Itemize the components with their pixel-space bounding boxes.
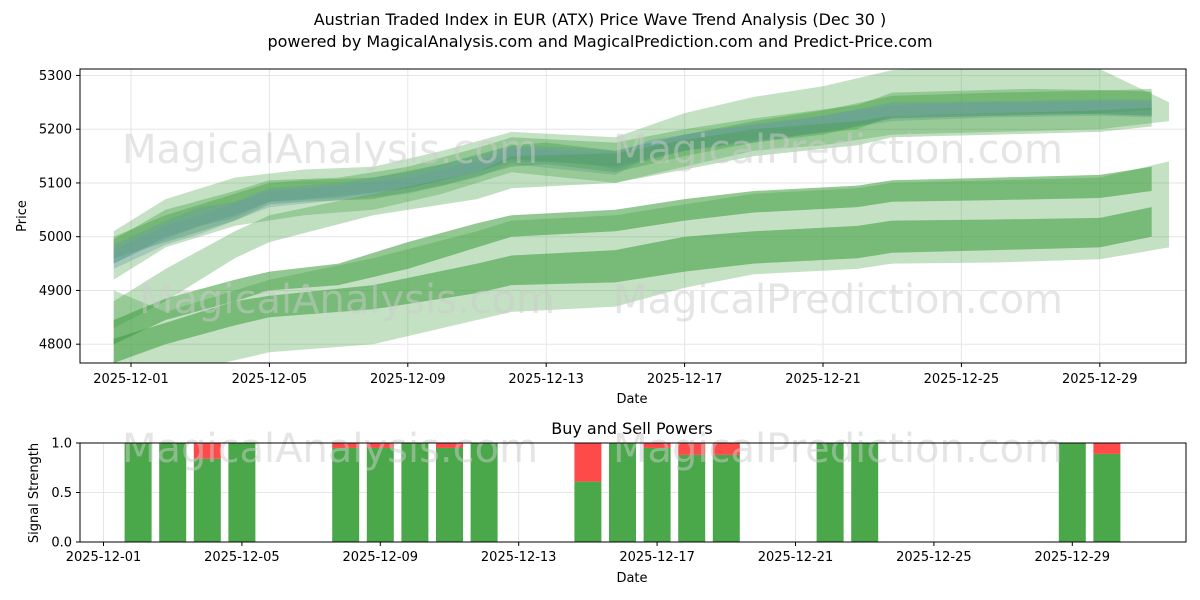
signal-y-tick-label: 1.0: [51, 437, 72, 452]
sell-bar: [193, 443, 221, 459]
buy-bar: [228, 443, 256, 542]
buy-bar: [851, 443, 879, 542]
buy-bar: [1093, 453, 1121, 542]
main-plot-frame: [79, 68, 1187, 364]
signal-x-tick-label: 2025-12-09: [343, 550, 419, 565]
buy-bar: [436, 447, 463, 542]
signal-axes: 2025-12-01 2025-12-05 2025-12-09 2025-12-13…: [51, 437, 1110, 566]
buy-bar: [609, 443, 636, 542]
buy-bar: [470, 443, 498, 542]
watermark-mid-right: MagicalPrediction.com: [613, 277, 1063, 323]
wave-band-wave-upper-1: [113, 88, 1152, 259]
watermark-bottom-right: MagicalPrediction.com: [613, 426, 1063, 472]
sell-bar: [678, 443, 706, 455]
chart-subtitle: powered by MagicalAnalysis.com and Magic…: [267, 32, 933, 51]
signal-x-axis-label: Date: [616, 571, 647, 586]
main-y-tick-label: 4900: [39, 284, 72, 299]
main-x-tick-label: 2025-12-09: [370, 372, 446, 387]
wave-band-wave-lower-2: [113, 207, 1152, 363]
watermark-top-left: MagicalAnalysis.com: [122, 127, 538, 173]
signal-x-tick-label: 2025-12-29: [1035, 550, 1111, 565]
main-x-tick-label: 2025-12-01: [93, 372, 169, 387]
main-axes: 2025-12-01 2025-12-05 2025-12-09 2025-12-13…: [39, 69, 1138, 387]
signal-y-axis-label: Signal Strength: [27, 443, 42, 543]
main-y-tick-label: 5200: [39, 123, 72, 138]
sell-bar: [574, 443, 602, 482]
wave-band-wave-wide-upper: [113, 69, 1169, 280]
signal-x-tick-label: 2025-12-17: [619, 550, 695, 565]
main-x-axis-label: Date: [616, 392, 647, 407]
sell-bar: [643, 443, 671, 448]
chart-title: Austrian Traded Index in EUR (ATX) Price…: [313, 10, 887, 29]
main-y-tick-label: 5300: [39, 69, 72, 84]
sell-bar: [436, 443, 463, 448]
signal-panel-title: Buy and Sell Powers: [551, 419, 713, 438]
watermark-mid-left: MagicalAnalysis.com: [139, 277, 555, 323]
main-x-tick-label: 2025-12-25: [924, 372, 1000, 387]
sell-bar: [366, 443, 394, 448]
main-x-tick-label: 2025-12-21: [785, 372, 861, 387]
main-y-axis-label: Price: [15, 200, 30, 232]
buy-bar: [643, 447, 671, 542]
signal-y-tick-label: 0.0: [51, 536, 72, 551]
buy-bar: [816, 443, 844, 542]
buy-bar: [332, 447, 360, 542]
watermark-top-right: MagicalPrediction.com: [613, 127, 1063, 173]
sell-bar: [1093, 443, 1121, 454]
main-wave-bands: [113, 69, 1169, 363]
main-x-tick-label: 2025-12-05: [232, 372, 308, 387]
buy-bar: [124, 443, 152, 542]
buy-bar: [1058, 443, 1086, 542]
buy-bar: [401, 443, 429, 542]
signal-x-tick-label: 2025-12-01: [66, 550, 142, 565]
signal-x-tick-label: 2025-12-05: [204, 550, 280, 565]
wave-band-wave-mid-rising: [113, 107, 1152, 329]
wave-band-wave-upper-2: [113, 88, 1152, 264]
buy-bar: [712, 454, 740, 542]
wave-band-wave-lower-1: [113, 166, 1152, 345]
sell-bar: [712, 443, 740, 455]
signal-bars: [124, 443, 1121, 542]
buy-bar: [678, 454, 706, 542]
buy-bar: [366, 447, 394, 542]
watermark-bottom-left: MagicalAnalysis.com: [122, 426, 538, 472]
wave-band-wave-lower-wide: [113, 161, 1169, 363]
signal-y-tick-label: 0.5: [51, 486, 72, 501]
main-x-tick-label: 2025-12-13: [508, 372, 584, 387]
signal-x-tick-label: 2025-12-13: [481, 550, 557, 565]
buy-bar: [159, 443, 187, 542]
main-y-tick-label: 4800: [39, 338, 72, 353]
signal-x-tick-label: 2025-12-21: [758, 550, 834, 565]
signal-x-tick-label: 2025-12-25: [896, 550, 972, 565]
buy-bar: [193, 458, 221, 542]
buy-bar: [574, 481, 602, 542]
main-x-tick-label: 2025-12-17: [647, 372, 723, 387]
main-y-tick-label: 5000: [39, 230, 72, 245]
sell-bar: [332, 443, 360, 448]
main-x-tick-label: 2025-12-29: [1062, 372, 1138, 387]
main-y-tick-label: 5100: [39, 176, 72, 191]
